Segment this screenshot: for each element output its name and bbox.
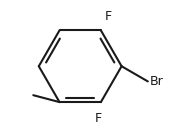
Text: Br: Br — [150, 75, 164, 88]
Text: F: F — [105, 10, 112, 23]
Text: F: F — [95, 112, 102, 125]
